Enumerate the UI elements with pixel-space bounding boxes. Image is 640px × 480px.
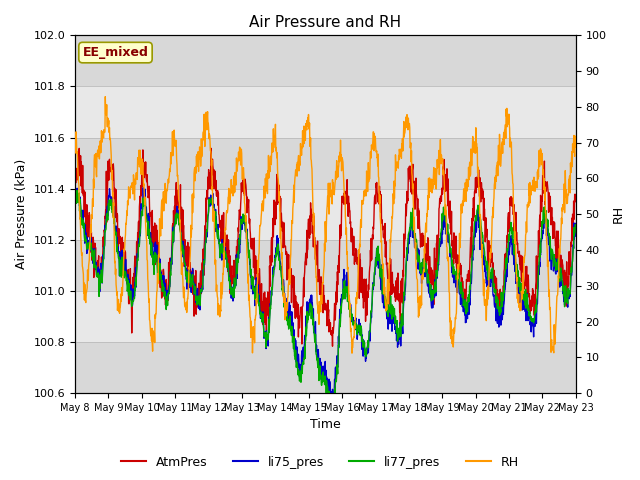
li75_pres	[71, 201, 79, 207]
X-axis label: Time: Time	[310, 419, 340, 432]
AtmPres	[329, 343, 337, 349]
AtmPres	[239, 176, 246, 182]
Y-axis label: RH: RH	[612, 205, 625, 223]
Legend: AtmPres, li75_pres, li77_pres, RH: AtmPres, li75_pres, li77_pres, RH	[116, 451, 524, 474]
li75_pres	[183, 271, 191, 276]
RH	[348, 350, 356, 356]
li77_pres	[183, 269, 191, 275]
RH	[171, 139, 179, 145]
Y-axis label: Air Pressure (kPa): Air Pressure (kPa)	[15, 159, 28, 269]
li75_pres	[239, 216, 246, 222]
Line: li75_pres: li75_pres	[75, 188, 576, 401]
RH	[183, 310, 191, 315]
Line: AtmPres: AtmPres	[75, 148, 576, 346]
AtmPres	[71, 177, 79, 182]
li77_pres	[171, 222, 179, 228]
li75_pres	[403, 257, 411, 263]
li75_pres	[171, 224, 179, 229]
li77_pres	[513, 262, 521, 267]
AtmPres	[572, 192, 580, 197]
Text: EE_mixed: EE_mixed	[83, 46, 148, 59]
Bar	[75, 240, 576, 291]
Line: RH: RH	[75, 96, 576, 353]
RH	[572, 144, 580, 150]
li77_pres	[572, 224, 580, 230]
RH	[403, 114, 411, 120]
AtmPres	[170, 218, 178, 224]
li75_pres	[469, 257, 477, 263]
li75_pres	[330, 398, 337, 404]
Bar	[75, 342, 576, 393]
RH	[71, 132, 79, 137]
AtmPres	[513, 236, 521, 241]
RH	[469, 133, 477, 139]
AtmPres	[207, 145, 215, 151]
AtmPres	[403, 200, 411, 206]
RH	[102, 94, 109, 99]
Title: Air Pressure and RH: Air Pressure and RH	[250, 15, 401, 30]
RH	[239, 168, 246, 174]
li77_pres	[239, 213, 246, 219]
Bar	[75, 138, 576, 189]
AtmPres	[182, 243, 190, 249]
AtmPres	[469, 206, 477, 212]
Bar	[75, 36, 576, 86]
li77_pres	[71, 207, 79, 213]
li77_pres	[330, 404, 337, 410]
Line: li77_pres: li77_pres	[75, 191, 576, 407]
li77_pres	[469, 246, 477, 252]
li75_pres	[513, 274, 521, 279]
li77_pres	[403, 251, 411, 256]
li75_pres	[572, 233, 580, 239]
li75_pres	[140, 185, 147, 191]
li77_pres	[73, 188, 81, 193]
RH	[513, 275, 521, 280]
